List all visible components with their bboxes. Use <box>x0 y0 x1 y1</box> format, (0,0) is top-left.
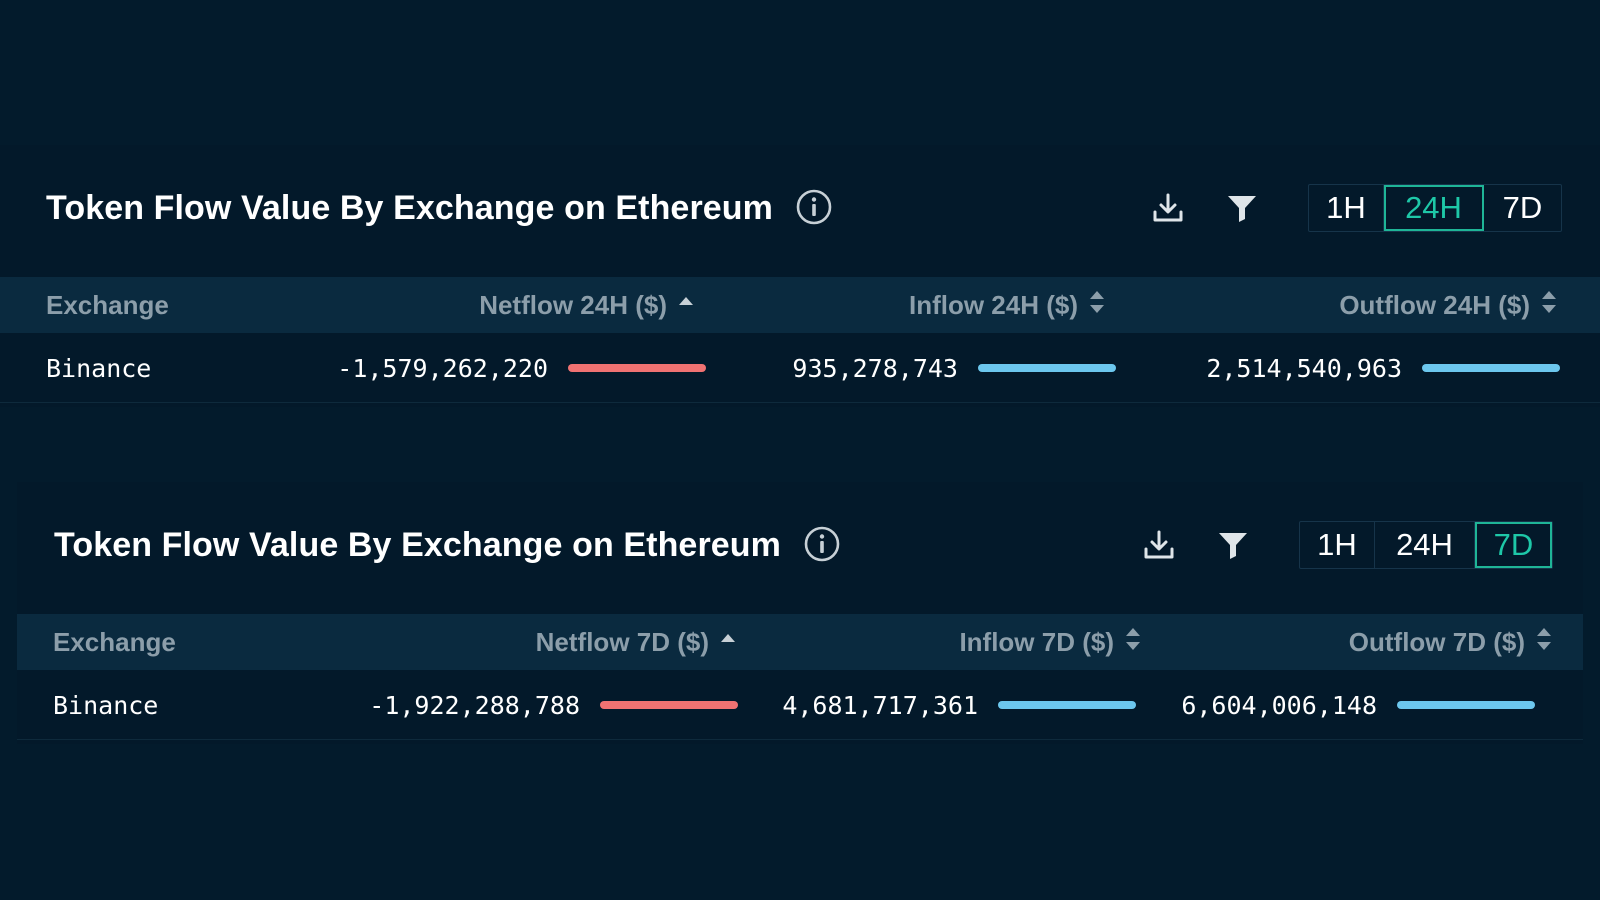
column-header-label: Netflow 7D ($) <box>535 626 709 657</box>
column-header-outflow[interactable]: Outflow 24H ($) <box>1339 277 1558 333</box>
column-header-label: Exchange <box>46 289 169 320</box>
info-icon[interactable] <box>795 188 833 226</box>
table-row[interactable]: Binance -1,922,288,788 4,681,717,361 6,6… <box>17 670 1583 740</box>
outflow-cell: 6,604,006,148 <box>1181 670 1535 740</box>
outflow-value: 2,514,540,963 <box>1206 353 1402 383</box>
inflow-bar-fill <box>998 701 1136 709</box>
netflow-bar-fill <box>568 364 706 372</box>
outflow-bar <box>1397 701 1535 709</box>
download-icon[interactable] <box>1141 527 1177 563</box>
netflow-cell: -1,579,262,220 <box>337 333 706 403</box>
time-option-24h[interactable]: 24H <box>1375 522 1475 568</box>
inflow-cell: 935,278,743 <box>792 333 1116 403</box>
netflow-cell: -1,922,288,788 <box>369 670 738 740</box>
info-icon[interactable] <box>803 525 841 563</box>
panel-header: Token Flow Value By Exchange on Ethereum <box>0 145 1600 277</box>
netflow-bar <box>568 364 706 372</box>
sort-asc-icon[interactable] <box>719 620 737 651</box>
time-option-1h[interactable]: 1H <box>1300 522 1375 568</box>
time-option-1h[interactable]: 1H <box>1309 185 1384 231</box>
outflow-bar-fill <box>1422 364 1560 372</box>
panel-title: Token Flow Value By Exchange on Ethereum <box>46 189 833 228</box>
filter-icon[interactable] <box>1224 190 1260 226</box>
time-option-24h[interactable]: 24H <box>1384 185 1484 231</box>
exchange-name: Binance <box>53 690 159 720</box>
panel-title-text: Token Flow Value By Exchange on Ethereum <box>46 189 773 227</box>
inflow-bar <box>978 364 1116 372</box>
sort-icon[interactable] <box>1535 625 1553 660</box>
panel-title: Token Flow Value By Exchange on Ethereum <box>54 526 841 565</box>
token-flow-panel-7d: Token Flow Value By Exchange on Ethereum <box>17 482 1583 744</box>
filter-icon[interactable] <box>1215 527 1251 563</box>
panel-header: Token Flow Value By Exchange on Ethereum <box>17 482 1583 614</box>
column-header-label: Outflow 24H ($) <box>1339 289 1530 320</box>
time-range-selector: 1H 24H 7D <box>1299 521 1553 569</box>
panel-title-text: Token Flow Value By Exchange on Ethereum <box>54 526 781 564</box>
panel-toolbar: 1H 24H 7D <box>1150 183 1562 233</box>
column-header-label: Outflow 7D ($) <box>1348 626 1525 657</box>
download-icon[interactable] <box>1150 190 1186 226</box>
sort-icon[interactable] <box>1124 625 1142 660</box>
column-header-netflow[interactable]: Netflow 7D ($) <box>536 614 737 670</box>
table-header: Exchange Netflow 24H ($) Inflow 24H ($) … <box>0 277 1600 333</box>
outflow-bar-fill <box>1397 701 1535 709</box>
column-header-exchange: Exchange <box>46 277 169 333</box>
netflow-bar-fill <box>600 701 738 709</box>
column-header-inflow[interactable]: Inflow 24H ($) <box>909 277 1106 333</box>
inflow-value: 935,278,743 <box>792 353 958 383</box>
column-header-exchange: Exchange <box>53 614 176 670</box>
token-flow-panel-24h: Token Flow Value By Exchange on Ethereum <box>0 145 1600 407</box>
time-option-7d[interactable]: 7D <box>1502 190 1543 225</box>
table-header: Exchange Netflow 7D ($) Inflow 7D ($) Ou… <box>17 614 1583 670</box>
netflow-bar <box>600 701 738 709</box>
sort-asc-icon[interactable] <box>677 283 695 314</box>
column-header-label: Inflow 7D ($) <box>959 626 1114 657</box>
inflow-value: 4,681,717,361 <box>782 690 978 720</box>
netflow-value: -1,922,288,788 <box>369 690 580 720</box>
sort-icon[interactable] <box>1540 288 1558 323</box>
exchange-name: Binance <box>46 353 152 383</box>
column-header-label: Exchange <box>53 626 176 657</box>
column-header-label: Netflow 24H ($) <box>479 289 667 320</box>
table-row[interactable]: Binance -1,579,262,220 935,278,743 2,514… <box>0 333 1600 403</box>
inflow-bar <box>998 701 1136 709</box>
panel-toolbar: 1H 24H 7D <box>1141 520 1553 570</box>
time-option-7d[interactable]: 7D <box>1475 522 1552 568</box>
outflow-value: 6,604,006,148 <box>1181 690 1377 720</box>
outflow-bar <box>1422 364 1560 372</box>
column-header-label: Inflow 24H ($) <box>908 289 1078 320</box>
column-header-inflow[interactable]: Inflow 7D ($) <box>959 614 1142 670</box>
outflow-cell: 2,514,540,963 <box>1206 333 1560 403</box>
sort-icon[interactable] <box>1088 288 1106 323</box>
netflow-value: -1,579,262,220 <box>337 353 548 383</box>
column-header-netflow[interactable]: Netflow 24H ($) <box>479 277 695 333</box>
inflow-bar-fill <box>978 364 1116 372</box>
column-header-outflow[interactable]: Outflow 7D ($) <box>1349 614 1553 670</box>
time-range-selector: 1H 24H 7D <box>1308 184 1562 232</box>
inflow-cell: 4,681,717,361 <box>782 670 1136 740</box>
